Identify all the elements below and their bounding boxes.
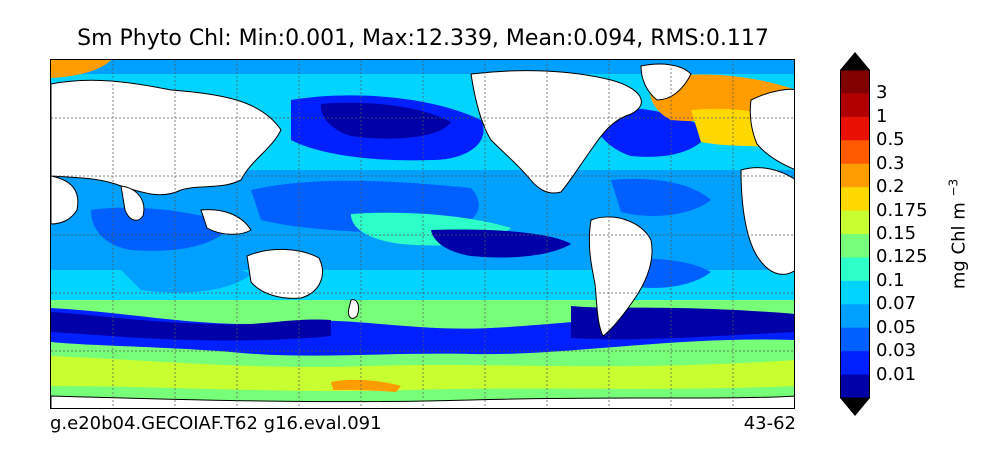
colorbar-tick-label: 0.01 [876, 363, 917, 385]
land-india [120, 185, 145, 221]
land-greenland [640, 63, 692, 101]
colorbar-tick-label: 0.07 [876, 293, 917, 315]
colorbar-tick-label: 0.2 [876, 176, 905, 198]
south-pacific-gyre [431, 229, 571, 258]
colorbar-unit-label: mg Chl m −3 [946, 178, 970, 290]
map-panel [50, 59, 795, 409]
colorbar-swatch [840, 304, 870, 329]
colorbar-swatch [840, 210, 870, 235]
colorbar-tick-label: 0.125 [876, 246, 928, 268]
colorbar-tick-label: 0.05 [876, 316, 917, 338]
atlantic-southern-low [571, 306, 794, 340]
map-title: Sm Phyto Chl: Min:0.001, Max:12.339, Mea… [77, 26, 769, 51]
arctic-strip [51, 60, 794, 74]
ross-sea-bloom [331, 379, 401, 392]
footer-years: 43-62 [743, 413, 796, 434]
indian-southern-low [51, 312, 331, 341]
land-new-zealand [348, 299, 360, 319]
indian-ocean-gyre [91, 207, 231, 251]
land-indonesia [200, 209, 252, 235]
colorbar-swatch [840, 116, 870, 141]
colorbar-tick-label: 0.5 [876, 129, 905, 151]
arctic-bloom-west [51, 60, 111, 78]
colorbar-tick-label: 0.175 [876, 199, 928, 221]
colorbar-tick-label: 3 [876, 82, 888, 104]
colorbar-swatch [840, 140, 870, 165]
colorbar-extend-top [840, 52, 870, 70]
land-australia [246, 248, 323, 299]
colorbar-swatch [840, 163, 870, 188]
land-europe [749, 88, 794, 170]
land-africa [740, 167, 794, 275]
land-arabia [51, 175, 79, 225]
colorbar-swatch [840, 374, 870, 399]
colorbar-swatch [840, 70, 870, 94]
footer-run-id: g.e20b04.GECOIAF.T62 g16.eval.091 [50, 413, 382, 434]
colorbar-tick-label: 0.3 [876, 152, 905, 174]
north-pacific-core [320, 102, 451, 139]
south-indian-gyre [111, 258, 251, 293]
colorbar [840, 52, 870, 416]
chlorophyll-map [51, 60, 794, 408]
colorbar-swatch [840, 187, 870, 212]
colorbar-swatch [840, 327, 870, 352]
subpolar-green-band [51, 356, 794, 392]
atlantic-gyre [611, 178, 711, 216]
colorbar-swatch [840, 280, 870, 305]
colorbar-swatch [840, 257, 870, 282]
colorbar-swatch [840, 351, 870, 376]
colorbar-tick-label: 0.15 [876, 223, 917, 244]
colorbar-swatch [840, 234, 870, 258]
colorbar-tick-label: 0.1 [876, 269, 905, 291]
land-south-america [588, 216, 653, 337]
colorbar-extend-bottom [840, 398, 870, 416]
graticule [51, 60, 794, 408]
land-north-america [470, 70, 642, 194]
colorbar-swatch [840, 93, 870, 118]
colorbar-tick-label: 1 [876, 105, 888, 127]
colorbar-tick-label: 0.03 [876, 340, 917, 362]
